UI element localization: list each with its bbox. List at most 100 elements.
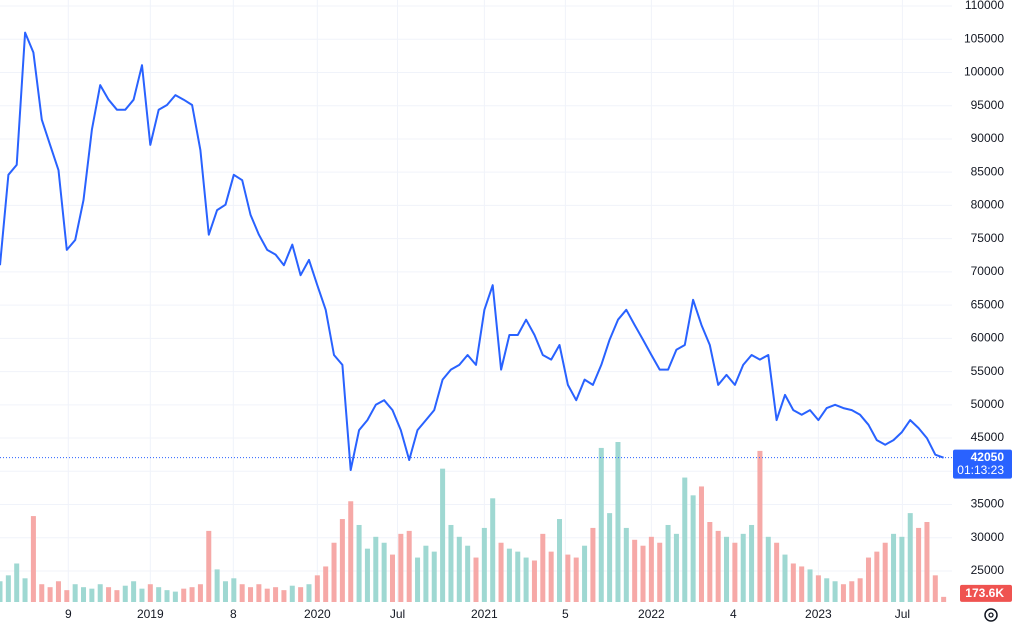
y-tick-label: 105000 [964, 31, 1004, 45]
volume-bar [824, 578, 830, 602]
y-tick-label: 75000 [971, 231, 1005, 245]
y-tick-label: 80000 [971, 198, 1005, 212]
volume-bar [440, 468, 446, 602]
y-tick-label: 110000 [965, 0, 1004, 12]
gear-ring[interactable] [984, 608, 998, 622]
price-pane [0, 31, 952, 471]
volume-bar [840, 584, 846, 602]
volume-bar [30, 516, 36, 602]
x-tick-label: 4 [730, 607, 737, 621]
volume-bar [682, 477, 688, 602]
last-price-label: 42050 [971, 450, 1005, 464]
volume-bar [47, 587, 53, 602]
y-tick-label: 85000 [971, 164, 1005, 178]
volume-bar [557, 519, 563, 602]
volume-bar [239, 584, 245, 602]
volume-bar [389, 554, 395, 602]
volume-bar [172, 591, 178, 602]
volume-bar [5, 575, 11, 602]
y-tick-label: 90000 [971, 131, 1005, 145]
x-tick-label: 9 [65, 607, 72, 621]
volume-bar [657, 542, 663, 602]
volume-bar [715, 530, 721, 602]
volume-bar [515, 551, 521, 602]
volume-bar [598, 447, 604, 602]
x-tick-label: 2022 [638, 607, 665, 621]
volume-bar [732, 542, 738, 602]
y-tick-label: 100000 [964, 65, 1004, 79]
volume-bar [281, 590, 287, 602]
volume-bar [189, 587, 195, 602]
y-tick-label: 70000 [971, 264, 1005, 278]
volume-bar [55, 581, 61, 602]
volume-bar [364, 548, 370, 602]
y-tick-label: 25000 [971, 563, 1005, 577]
volume-label-box [960, 584, 1012, 602]
volume-bar [882, 542, 888, 602]
volume-bar [707, 522, 713, 602]
volume-bar [398, 533, 404, 602]
volume-bar [632, 539, 638, 602]
volume-bar [273, 587, 279, 602]
volume-bar [607, 513, 613, 602]
x-tick-label: 5 [562, 607, 569, 621]
volume-bar [540, 533, 546, 602]
volume-bar [197, 584, 203, 602]
volume-bar [256, 584, 262, 602]
volume-bar [506, 548, 512, 602]
y-tick-label: 60000 [971, 331, 1005, 345]
volume-bar [72, 584, 78, 602]
x-tick-label: Jul [390, 607, 405, 621]
volume-bar [431, 551, 437, 602]
volume-last-label: 173.6K [965, 586, 1004, 600]
volume-bar [891, 533, 897, 602]
volume-bar [615, 442, 621, 602]
volume-bar [774, 542, 780, 602]
volume-bar [874, 551, 880, 602]
y-tick-label: 55000 [971, 364, 1005, 378]
volume-bar [740, 533, 746, 602]
volume-bar [323, 566, 329, 602]
volume-bar [815, 575, 821, 602]
volume-bar [698, 486, 704, 602]
volume-bar [832, 581, 838, 602]
volume-bar [248, 587, 254, 602]
volume-bar [807, 569, 813, 602]
volume-pane [0, 442, 947, 602]
volume-bar [122, 585, 128, 602]
volume-bar [448, 524, 454, 602]
volume-bar [907, 513, 913, 602]
volume-bar [373, 536, 379, 602]
volume-bar [865, 557, 871, 602]
volume-bar [106, 587, 112, 602]
volume-bar [0, 581, 3, 602]
volume-bar [590, 527, 596, 602]
volume-bar [39, 584, 45, 602]
volume-bar [849, 581, 855, 602]
gear-hub[interactable] [988, 612, 994, 618]
volume-bar [298, 587, 304, 602]
volume-bar [339, 519, 345, 602]
volume-bar [932, 575, 938, 602]
volume-bar [22, 578, 28, 602]
volume-bar [264, 588, 270, 602]
x-tick-label: Jul [895, 607, 910, 621]
y-tick-label: 50000 [971, 397, 1005, 411]
volume-bar [790, 563, 796, 602]
volume-bar [690, 495, 696, 602]
volume-bar [490, 498, 496, 602]
x-tick-label: 2021 [471, 607, 498, 621]
volume-bar [623, 527, 629, 602]
settings-button[interactable] [984, 608, 998, 622]
y-tick-label: 65000 [971, 297, 1005, 311]
volume-bar [916, 527, 922, 602]
volume-bar [857, 578, 863, 602]
volume-bar [147, 584, 153, 602]
volume-bar [665, 524, 671, 602]
price-line [0, 31, 944, 471]
x-tick-label: 2020 [304, 607, 331, 621]
volume-bar [181, 588, 187, 602]
volume-bar [206, 530, 212, 602]
